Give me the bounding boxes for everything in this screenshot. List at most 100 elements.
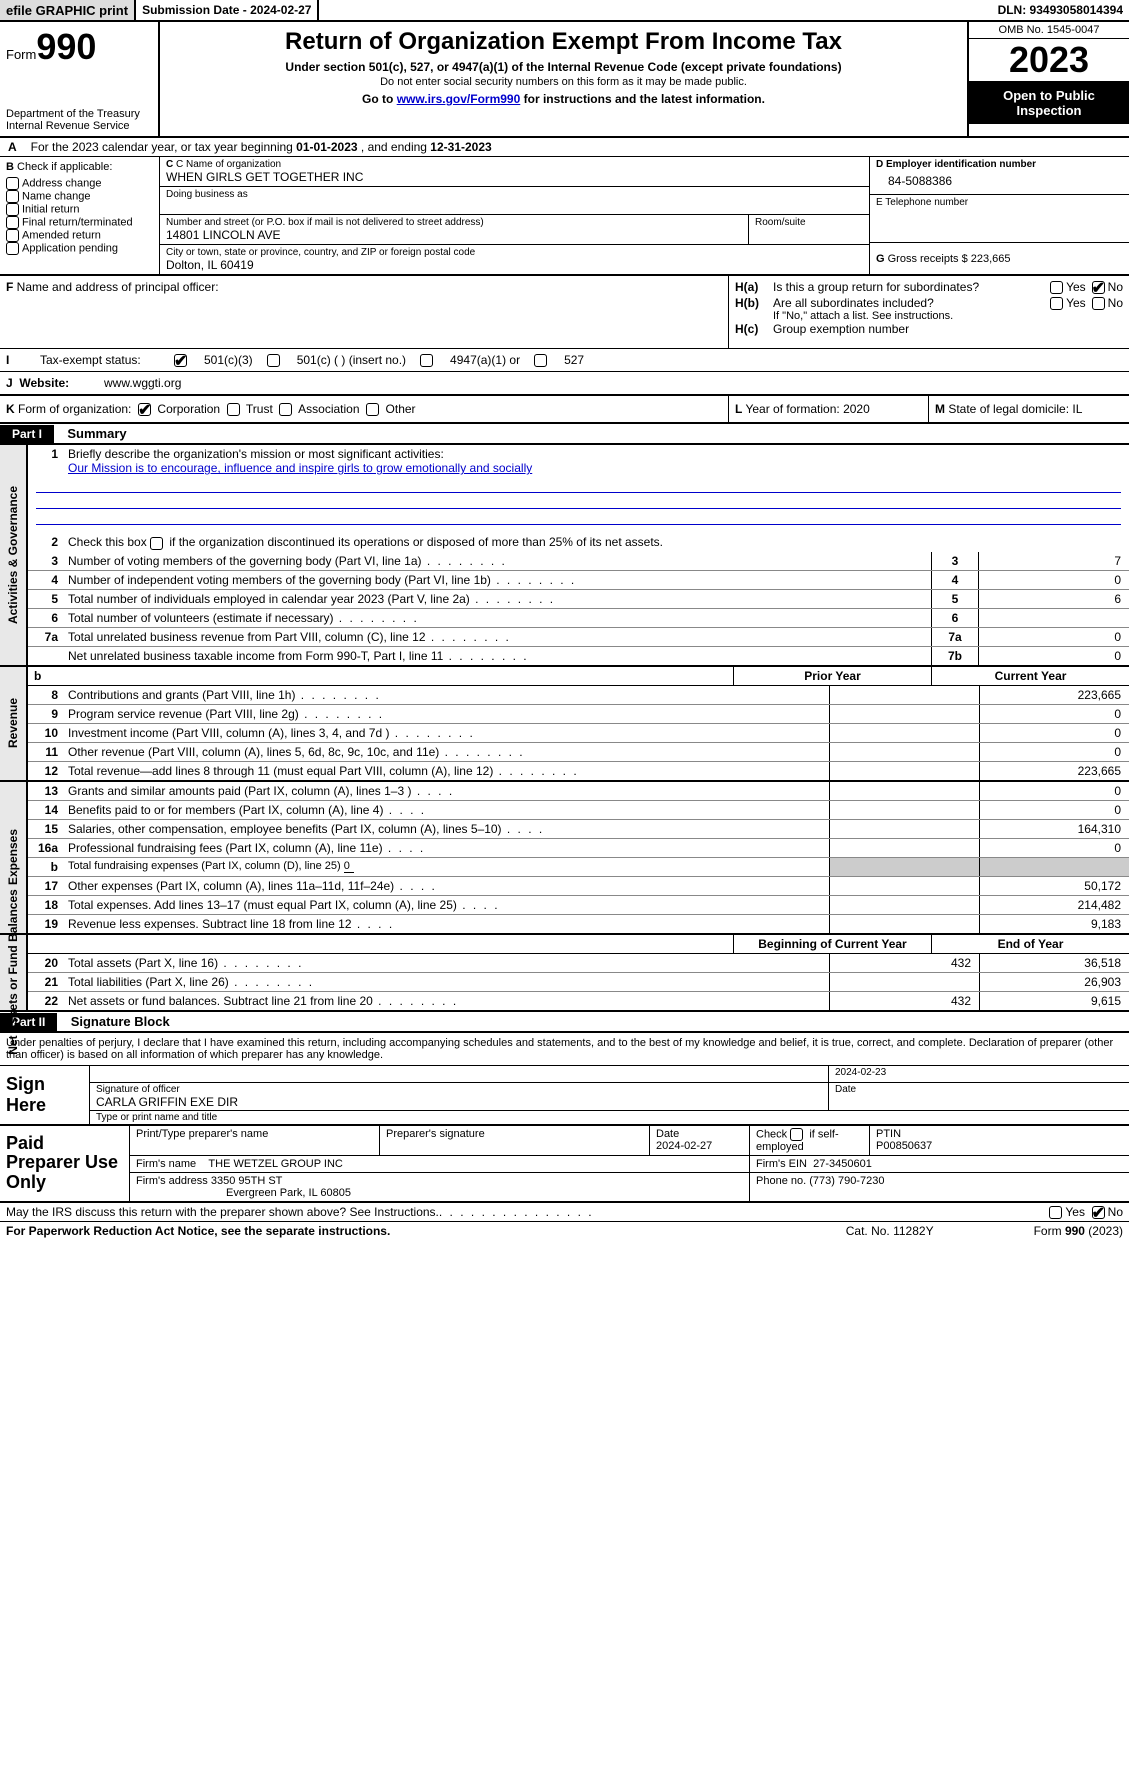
mission-blank-3 (36, 509, 1121, 525)
current-val (979, 858, 1129, 876)
501c3-label: 501(c)(3) (204, 353, 253, 367)
line-desc: Total liabilities (Part X, line 26) (64, 973, 829, 991)
other-label: Other (386, 402, 416, 416)
revenue-label: Revenue (6, 698, 20, 748)
revenue-tab: Revenue (0, 667, 28, 780)
line-desc: Contributions and grants (Part VIII, lin… (64, 686, 829, 704)
summary-line: 10 Investment income (Part VIII, column … (28, 724, 1129, 743)
501c-label: 501(c) ( ) (insert no.) (297, 353, 406, 367)
corp-checkbox[interactable] (138, 403, 151, 416)
row-k-text: Form of organization: (15, 402, 132, 416)
line-desc: Other revenue (Part VIII, column (A), li… (64, 743, 829, 761)
hb-no-label: No (1108, 296, 1123, 310)
address-value: 14801 LINCOLN AVE (166, 228, 742, 242)
prior-val (829, 743, 979, 761)
row-klm: K Form of organization: Corporation Trus… (0, 396, 1129, 424)
line-num: 10 (28, 724, 64, 742)
hb-no-checkbox[interactable] (1092, 297, 1105, 310)
current-val: 9,615 (979, 992, 1129, 1010)
summary-line: 9 Program service revenue (Part VIII, li… (28, 705, 1129, 724)
address-label: Number and street (or P.O. box if mail i… (166, 217, 742, 228)
line-desc: Total expenses. Add lines 13–17 (must eq… (64, 896, 829, 914)
assoc-label: Association (298, 402, 359, 416)
prior-val (829, 724, 979, 742)
row-i-text: Tax-exempt status: (40, 353, 160, 367)
current-val: 9,183 (979, 915, 1129, 933)
prep-date: 2024-02-27 (656, 1140, 712, 1152)
trust-checkbox[interactable] (227, 403, 240, 416)
assoc-checkbox[interactable] (279, 403, 292, 416)
row-l-text: Year of formation: (742, 402, 843, 416)
discontinued-checkbox[interactable] (150, 537, 163, 550)
net-assets-tab: Net Assets or Fund Balances (0, 935, 28, 1010)
line-num: 9 (28, 705, 64, 723)
ha-no-checkbox[interactable] (1092, 281, 1105, 294)
prior-val: 432 (829, 992, 979, 1010)
summary-line: 12 Total revenue—add lines 8 through 11 … (28, 762, 1129, 780)
goto-prefix: Go to (362, 92, 397, 106)
line-val (979, 609, 1129, 627)
line-num: 4 (28, 571, 64, 589)
firm-phone: (773) 790-7230 (809, 1175, 884, 1187)
summary-line: 16a Professional fundraising fees (Part … (28, 839, 1129, 858)
501c-checkbox[interactable] (267, 354, 280, 367)
line-desc: Revenue less expenses. Subtract line 18 … (64, 915, 829, 933)
discuss-yes-checkbox[interactable] (1049, 1206, 1062, 1219)
line-box: 7b (931, 647, 979, 665)
line-desc: Professional fundraising fees (Part IX, … (64, 839, 829, 857)
irs-link[interactable]: www.irs.gov/Form990 (397, 92, 521, 106)
line-box: 6 (931, 609, 979, 627)
firm-name-label: Firm's name (136, 1158, 196, 1170)
page-footer: For Paperwork Reduction Act Notice, see … (0, 1222, 1129, 1240)
part-2-title: Signature Block (61, 1012, 180, 1031)
irs-label: Internal Revenue Service (6, 120, 152, 132)
checkbox-final-return[interactable] (6, 216, 19, 229)
discuss-yes-label: Yes (1065, 1205, 1085, 1219)
prior-val (829, 705, 979, 723)
hb-yes-checkbox[interactable] (1050, 297, 1063, 310)
ha-yes-checkbox[interactable] (1050, 281, 1063, 294)
form-subtitle-2: Do not enter social security numbers on … (168, 76, 959, 88)
current-val: 223,665 (979, 762, 1129, 780)
self-employed-checkbox[interactable] (790, 1128, 803, 1141)
row-m-text: State of legal domicile: (945, 402, 1072, 416)
label-name-change: Name change (22, 190, 91, 202)
gov-line: 4 Number of independent voting members o… (28, 571, 1129, 590)
other-checkbox[interactable] (366, 403, 379, 416)
firm-ein-label: Firm's EIN (756, 1158, 807, 1170)
firm-name: THE WETZEL GROUP INC (208, 1158, 342, 1170)
activities-governance-tab: Activities & Governance (0, 445, 28, 664)
checkbox-name-change[interactable] (6, 190, 19, 203)
summary-line: 14 Benefits paid to or for members (Part… (28, 801, 1129, 820)
checkbox-address-change[interactable] (6, 177, 19, 190)
sig-officer-label: Signature of officer (96, 1084, 180, 1095)
omb-number: OMB No. 1545-0047 (969, 22, 1129, 39)
line-num: 3 (28, 552, 64, 570)
discuss-no-label: No (1108, 1205, 1123, 1219)
tax-exempt-row: I Tax-exempt status: 501(c)(3) 501(c) ( … (0, 349, 1129, 372)
prior-val: 432 (829, 954, 979, 972)
expenses-label: Expenses (6, 829, 20, 885)
mission-text[interactable]: Our Mission is to encourage, influence a… (68, 461, 532, 475)
current-year-header: Current Year (931, 667, 1129, 685)
4947-checkbox[interactable] (420, 354, 433, 367)
preparer-sig-header: Preparer's signature (380, 1126, 650, 1155)
527-checkbox[interactable] (534, 354, 547, 367)
ptin-label: PTIN (876, 1128, 901, 1140)
beg-end-header: Beginning of Current Year End of Year (28, 935, 1129, 954)
tax-year-end: 12-31-2023 (430, 140, 491, 154)
501c3-checkbox[interactable] (174, 354, 187, 367)
checkbox-amended-return[interactable] (6, 229, 19, 242)
paperwork-notice: For Paperwork Reduction Act Notice, see … (6, 1224, 390, 1238)
discuss-no-checkbox[interactable] (1092, 1206, 1105, 1219)
row-i-letter: I (6, 353, 26, 367)
line-num: 20 (28, 954, 64, 972)
summary-line: 20 Total assets (Part X, line 16) 432 36… (28, 954, 1129, 973)
part-1-title: Summary (57, 424, 136, 443)
activities-governance-section: Activities & Governance 1 Briefly descri… (0, 445, 1129, 666)
checkbox-initial-return[interactable] (6, 203, 19, 216)
checkbox-application-pending[interactable] (6, 242, 19, 255)
seca-mid: , and ending (358, 140, 431, 154)
revenue-section: Revenue b Prior Year Current Year 8 Cont… (0, 667, 1129, 782)
line-val: 0 (979, 571, 1129, 589)
